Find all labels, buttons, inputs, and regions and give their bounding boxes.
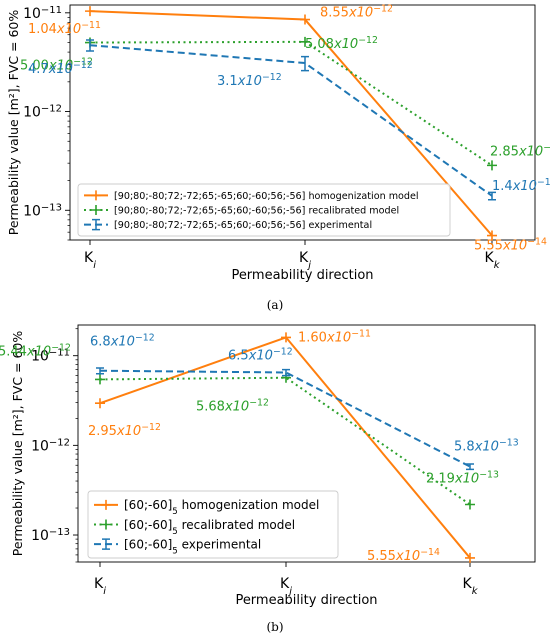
data-label-experimental: 1.4x10−13 — [492, 176, 550, 194]
legend-label-recalibrated: [90;80;-80;72;-72;65;-65;60;-60;56;-56] … — [114, 205, 399, 216]
legend-label-experimental: [60;-60]5 experimental — [124, 537, 261, 556]
data-point-recalibrated — [95, 374, 105, 385]
data-point-homogenization — [487, 230, 497, 241]
x-tick-label: Ki — [84, 250, 96, 271]
data-point-homogenization — [281, 332, 291, 343]
legend-marker-homogenization — [91, 190, 101, 201]
series-line-experimental — [89, 44, 493, 197]
caption-a: (a) — [266, 298, 284, 312]
x-tick-label: Ki — [94, 576, 106, 597]
data-label-recalibrated: 5.00x10−12 — [20, 56, 93, 74]
chart-b: 10−11 10−12 10−13 Ki Kj Kk Permeability direct… — [0, 324, 536, 608]
data-label-experimental: 5.8x10−13 — [454, 437, 519, 455]
series-line-experimental — [99, 369, 471, 468]
data-label-homogenization: 8.55x10−12 — [320, 3, 393, 21]
legend-frame — [87, 490, 339, 559]
data-point-homogenization — [95, 398, 105, 409]
data-label-experimental: 4.7x10−12 — [28, 60, 93, 78]
axes-frame — [77, 324, 536, 563]
legend: [60;-60]5 homogenization model[60;-60]5 … — [87, 490, 339, 559]
legend: [90;80;-80;72;-72;65;-65;60;-60;56;-56] … — [77, 183, 451, 237]
data-label-homogenization: 2.95x10−12 — [88, 422, 161, 440]
legend-marker-recalibrated — [101, 519, 111, 530]
x-tick-label: Kk — [463, 576, 479, 597]
data-label-recalibrated: 5.44x10−12 — [0, 342, 71, 360]
data-label-experimental: 3.1x10−12 — [217, 72, 282, 90]
x-tick-label: Kj — [299, 250, 311, 271]
y-tick-label: 10−13 — [31, 527, 70, 545]
x-tick-label: Kj — [280, 576, 292, 597]
legend-marker-homogenization — [101, 499, 111, 510]
data-label-homogenization: 1.60x10−11 — [298, 328, 371, 346]
x-axis-label: Permeability direction — [231, 268, 373, 283]
data-label-experimental: 6.5x10−12 — [228, 346, 293, 364]
data-label-recalibrated: 2.19x10−13 — [426, 469, 499, 487]
y-tick-label: 10−12 — [31, 437, 70, 455]
error-bar-experimental — [488, 191, 496, 201]
series-line-recalibrated — [99, 376, 471, 506]
data-label-recalibrated: 5.68x10−12 — [196, 397, 269, 415]
data-point-recalibrated — [465, 499, 475, 510]
data-label-homogenization: 1.04x10−11 — [28, 20, 101, 38]
error-bar-experimental — [466, 463, 474, 471]
error-bar-experimental — [282, 368, 290, 377]
y-tick-label: 10−13 — [23, 202, 62, 220]
error-bar-experimental — [86, 39, 94, 52]
y-tick-label: 10−11 — [23, 4, 62, 22]
data-point-homogenization — [85, 6, 95, 17]
caption-b: (b) — [266, 620, 284, 634]
legend-marker-recalibrated — [91, 205, 101, 215]
series-line-recalibrated — [89, 40, 493, 167]
legend-label-homogenization: [60;-60]5 homogenization model — [124, 498, 319, 517]
legend-frame — [77, 183, 451, 237]
error-bar-experimental — [301, 55, 309, 72]
legend-marker-experimental — [102, 538, 110, 550]
y-tick-label: 10−11 — [31, 347, 70, 365]
data-label-recalibrated: 2.85x10−13 — [490, 142, 550, 160]
y-axis-label: Permeability value [m²], FVC = 60% — [6, 10, 21, 236]
data-label-recalibrated: 5.08x10−12 — [305, 34, 378, 52]
x-axis-label: Permeability direction — [235, 593, 377, 608]
data-point-recalibrated — [300, 36, 310, 47]
error-bar-experimental — [96, 367, 104, 375]
y-axis-label: Permeability value [m²], FVC = 60% — [10, 331, 25, 557]
y-tick-label: 10−12 — [23, 103, 62, 121]
axes-frame — [69, 4, 536, 241]
legend-label-recalibrated: [60;-60]5 recalibrated model — [124, 518, 295, 537]
x-tick-label: Kk — [485, 250, 501, 271]
legend-label-homogenization: [90;80;-80;72;-72;65;-65;60;-60;56;-56] … — [114, 191, 419, 202]
data-point-homogenization — [300, 14, 310, 25]
legend-marker-experimental — [92, 218, 100, 231]
chart-a: 10−11 10−12 10−13 Ki Kj Kk Permeability direct… — [6, 3, 550, 283]
data-label-homogenization: 5.55x10−14 — [367, 546, 440, 564]
legend-label-experimental: [90;80;-80;72;-72;65;-65;60;-60;56;-56] … — [114, 220, 372, 231]
data-label-experimental: 6.8x10−12 — [90, 332, 155, 350]
data-point-recalibrated — [487, 160, 497, 171]
data-label-homogenization: 5.55x10−14 — [474, 236, 547, 254]
data-point-homogenization — [465, 552, 475, 563]
